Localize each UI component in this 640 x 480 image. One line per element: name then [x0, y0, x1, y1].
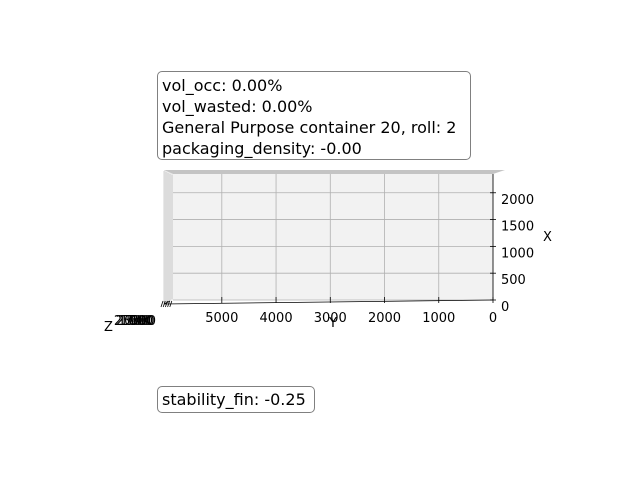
packaging-density-text: packaging_density: -0.00 [162, 139, 362, 158]
x-axis-label: X [543, 230, 552, 245]
z-tick [165, 300, 168, 308]
z-tick-label: 1500 [118, 314, 151, 329]
x-tick-label: 1000 [501, 246, 534, 261]
vol-wasted-text: vol_wasted: 0.00% [162, 97, 313, 116]
z-tick [169, 300, 173, 308]
side-pane [163, 170, 173, 304]
back-pane [173, 174, 493, 300]
z-tick-label: 1000 [120, 314, 153, 329]
y-tick-label: 1000 [422, 311, 455, 326]
y-tick-label: 2000 [368, 311, 401, 326]
y-tick-label: 5000 [205, 311, 238, 326]
y-axis-label: Y [328, 316, 337, 331]
top-pane [164, 170, 505, 174]
stability-box: stability_fin: -0.25 [157, 386, 315, 413]
container-text: General Purpose container 20, roll: 2 [162, 118, 457, 137]
z-tick [160, 300, 164, 308]
y-axis-line [163, 299, 494, 305]
info-box: vol_occ: 0.00% vol_wasted: 0.00% General… [157, 71, 471, 160]
y-tick-label: 3000 [314, 311, 347, 326]
z-tick-label: 2000 [116, 314, 149, 329]
z-tick [162, 300, 166, 308]
z-axis-label: Z [104, 320, 113, 335]
x-axis: 0 500 1000 1500 2000 [490, 174, 534, 315]
grid-lines [173, 174, 494, 301]
x-tick-label: 0 [501, 300, 509, 315]
stability-text: stability_fin: -0.25 [162, 390, 306, 409]
x-tick-label: 1500 [501, 220, 534, 235]
x-tick-label: 500 [501, 273, 526, 288]
z-tick-label: 500 [130, 314, 155, 329]
vol-occ-text: vol_occ: 0.00% [162, 76, 283, 95]
z-tick-label: 0 [148, 314, 156, 329]
z-tick-label: 2500 [114, 314, 147, 329]
y-tick-label: 4000 [260, 311, 293, 326]
y-tick-label: 0 [489, 311, 497, 326]
x-tick-label: 2000 [501, 193, 534, 208]
y-axis: 5000 4000 3000 2000 1000 0 [163, 297, 497, 326]
z-tick [167, 300, 170, 308]
